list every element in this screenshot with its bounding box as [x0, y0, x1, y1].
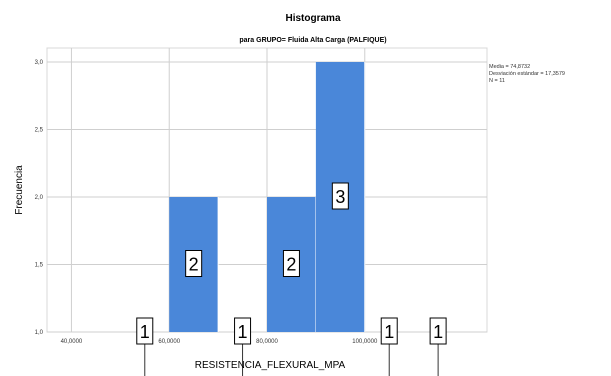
- count-label-box: [136, 317, 154, 345]
- stats-box: Media = 74,8732 Desviación estándar = 17…: [489, 64, 565, 84]
- x-axis-label: RESISTENCIA_FLEXURAL_MPA: [195, 360, 346, 371]
- x-tick-label: 80,0000: [256, 339, 278, 345]
- chart-title: Histograma: [285, 13, 340, 24]
- y-tick-label: 3,0: [35, 60, 44, 66]
- count-label-box: [429, 317, 447, 345]
- x-tick-label: 40,0000: [61, 339, 83, 345]
- x-tick-label: 100,0000: [352, 339, 378, 345]
- count-label-box: [282, 250, 300, 277]
- count-label: 3: [335, 187, 345, 207]
- count-label: 2: [286, 255, 296, 275]
- count-label-box: [234, 317, 252, 345]
- y-tick-label: 2,5: [35, 128, 44, 134]
- count-label-box: [331, 182, 349, 210]
- y-axis-label: Frecuencia: [14, 165, 25, 215]
- chart-subtitle: para GRUPO= Fluida Alta Carga (PALFIQUE): [239, 37, 386, 44]
- count-label: 1: [433, 322, 443, 342]
- count-label-box: [185, 250, 203, 277]
- stats-std-dev: Desviación estándar = 17,3579: [489, 71, 565, 77]
- x-tick-label: 60,0000: [158, 339, 180, 345]
- count-label-box: [380, 317, 398, 345]
- count-label: 1: [384, 322, 394, 342]
- y-tick-label: 2,0: [35, 195, 44, 201]
- stats-mean: Media = 74,8732: [489, 64, 530, 70]
- stats-n: N = 11: [489, 78, 505, 84]
- y-tick-label: 1,5: [35, 263, 44, 269]
- count-label: 2: [189, 255, 199, 275]
- count-label: 1: [238, 322, 248, 342]
- y-tick-label: 1,0: [35, 330, 44, 336]
- count-label: 1: [140, 322, 150, 342]
